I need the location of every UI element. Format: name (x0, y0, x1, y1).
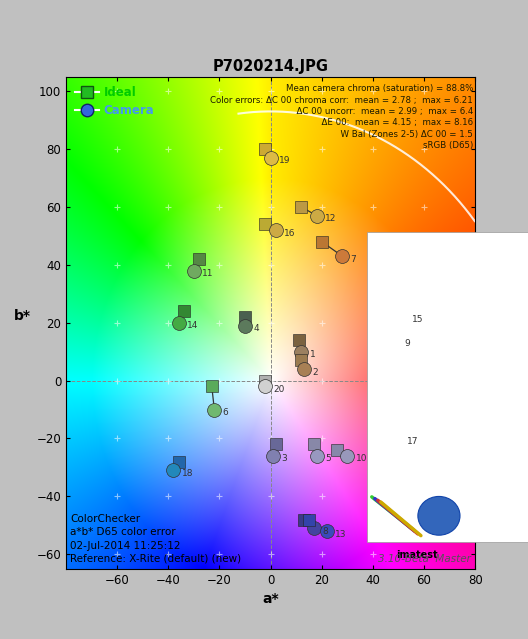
Title: P7020214.JPG: P7020214.JPG (213, 59, 328, 74)
Text: ColorChecker
a*b* D65 color error
02-Jul-2014 11:25:12
Reference: X-Rite (defaul: ColorChecker a*b* D65 color error 02-Jul… (70, 514, 241, 564)
Text: 16: 16 (284, 229, 296, 238)
Legend: Ideal, Camera: Ideal, Camera (72, 82, 158, 120)
Text: Mean camera chroma (saturation) = 88.8%
Color errors: ΔC 00 chroma corr:  mean =: Mean camera chroma (saturation) = 88.8% … (210, 84, 473, 150)
Text: 14: 14 (187, 321, 198, 330)
Text: 2: 2 (312, 367, 318, 376)
Text: 19: 19 (279, 157, 290, 166)
Text: 9: 9 (404, 339, 410, 348)
Text: 8: 8 (323, 527, 328, 535)
Text: 17: 17 (407, 437, 418, 446)
Text: 10: 10 (356, 454, 367, 463)
Text: 15: 15 (412, 316, 423, 325)
Text: 20: 20 (274, 385, 285, 394)
Text: 4: 4 (253, 324, 259, 333)
Text: 11: 11 (202, 269, 214, 278)
Text: 3.10-Beta  Master: 3.10-Beta Master (378, 554, 471, 564)
Text: 5: 5 (325, 454, 331, 463)
Text: 1: 1 (309, 350, 315, 359)
Text: 6: 6 (223, 408, 229, 417)
Text: 13: 13 (335, 530, 347, 539)
Y-axis label: b*: b* (14, 309, 31, 323)
Text: 18: 18 (182, 469, 193, 478)
X-axis label: a*: a* (262, 592, 279, 606)
Text: 3: 3 (281, 454, 287, 463)
Text: 12: 12 (325, 214, 336, 223)
Text: 7: 7 (351, 255, 356, 264)
